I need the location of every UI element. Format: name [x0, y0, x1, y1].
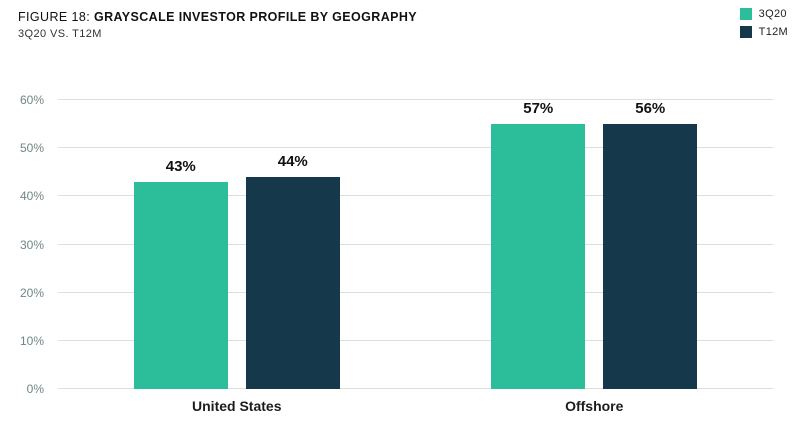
bar-column-t12m-offshore: 56% — [603, 100, 698, 389]
legend-swatch-3q20 — [739, 8, 752, 20]
legend-item-t12m: T12M — [739, 26, 788, 38]
chart-subtitle: 3Q20 VS. T12M — [18, 28, 102, 40]
chart-header: FIGURE 18: GRAYSCALE INVESTOR PROFILE BY… — [18, 10, 417, 40]
legend-item-3q20: 3Q20 — [739, 8, 788, 20]
legend-label-3q20: 3Q20 — [758, 8, 787, 20]
gridline — [58, 195, 773, 197]
gridline — [58, 388, 773, 389]
gridline — [58, 147, 773, 149]
bar-column-3q20-offshore: 57% — [491, 100, 586, 389]
bar-value-label: 44% — [277, 153, 308, 171]
y-tick-label: 40% — [19, 189, 44, 204]
gridline — [58, 291, 773, 293]
gridline — [58, 243, 773, 245]
bar-3q20-offshore — [491, 124, 586, 389]
bar-group-offshore: 57% 56% — [416, 100, 774, 389]
bar-groups: 43% 44% 57% 56% — [58, 100, 773, 389]
category-label-offshore: Offshore — [565, 398, 624, 414]
y-tick-label: 10% — [19, 333, 44, 348]
category-label-united-states: United States — [192, 398, 282, 414]
y-tick-label: 20% — [19, 285, 44, 300]
y-tick-label: 30% — [19, 237, 44, 252]
bar-3q20-united-states — [133, 181, 228, 389]
y-tick-label: 50% — [19, 141, 44, 156]
legend-label-t12m: T12M — [758, 26, 788, 38]
legend-swatch-t12m — [739, 26, 752, 38]
y-tick-label: 0% — [26, 382, 44, 396]
bar-column-t12m-united-states: 44% — [245, 100, 340, 389]
gridline — [58, 339, 773, 341]
figure-label: FIGURE 18: — [18, 10, 91, 24]
bar-group-united-states: 43% 44% — [58, 100, 416, 389]
bar-value-label: 56% — [635, 100, 666, 117]
legend: 3Q20 T12M — [739, 8, 788, 44]
bar-value-label: 57% — [523, 100, 554, 117]
figure-title-text: GRAYSCALE INVESTOR PROFILE BY GEOGRAPHY — [93, 10, 418, 24]
y-tick-label: 60% — [19, 93, 44, 107]
x-axis-labels: United States Offshore — [58, 398, 773, 414]
chart-title: FIGURE 18: GRAYSCALE INVESTOR PROFILE BY… — [18, 10, 417, 24]
bar-t12m-offshore — [603, 124, 698, 389]
gridline — [58, 99, 773, 100]
plot-area: 43% 44% 57% 56% — [58, 99, 773, 389]
bar-column-3q20-united-states: 43% — [133, 100, 228, 389]
y-axis: 0% 10% 20% 30% 40% 50% 60% — [0, 93, 50, 396]
bar-t12m-united-states — [245, 177, 340, 389]
bar-value-label: 43% — [165, 157, 196, 175]
